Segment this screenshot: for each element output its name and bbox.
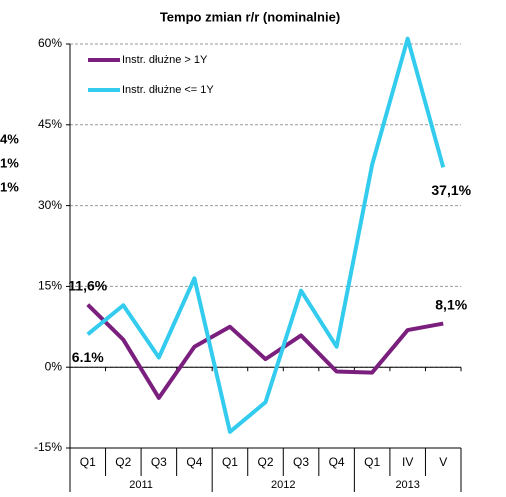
- group-label: 2011: [129, 479, 153, 491]
- y-tick-label: 30%: [38, 198, 62, 212]
- x-tick-label: Q2: [257, 455, 273, 469]
- x-tick-label: Q2: [115, 455, 131, 469]
- data-label: 6.1%: [72, 349, 104, 365]
- chart-title: Tempo zmian r/r (nominalnie): [160, 9, 340, 24]
- x-tick-label: Q1: [80, 455, 96, 469]
- x-tick-label: Q4: [329, 455, 345, 469]
- x-tick-label: Q1: [364, 455, 380, 469]
- group-label: 2013: [395, 479, 419, 491]
- series-line: [86, 303, 444, 400]
- group-label: 2012: [271, 479, 295, 491]
- data-label: 8,1%: [435, 296, 467, 312]
- cut-off-label: 1%: [0, 155, 19, 170]
- y-tick-label: 15%: [38, 279, 62, 293]
- y-tick-label: 45%: [38, 117, 62, 131]
- series-line: [86, 36, 446, 434]
- y-tick-label: -15%: [34, 440, 62, 454]
- x-tick-label: Q3: [293, 455, 309, 469]
- data-label: 11,6%: [68, 277, 107, 293]
- cut-off-label: 4%: [0, 131, 19, 146]
- x-tick-label: V: [439, 455, 447, 469]
- legend-label: Instr. dłużne <= 1Y: [122, 84, 214, 96]
- x-tick-label: Q1: [222, 455, 238, 469]
- data-label: 37,1%: [431, 182, 471, 198]
- x-tick-label: Q4: [186, 455, 202, 469]
- cut-off-label: 1%: [0, 179, 19, 194]
- legend-label: Instr. dłużne > 1Y: [122, 54, 208, 66]
- y-tick-label: 0%: [45, 359, 63, 373]
- x-tick-label: Q3: [151, 455, 167, 469]
- x-tick-label: IV: [402, 455, 413, 469]
- y-tick-label: 60%: [38, 36, 62, 50]
